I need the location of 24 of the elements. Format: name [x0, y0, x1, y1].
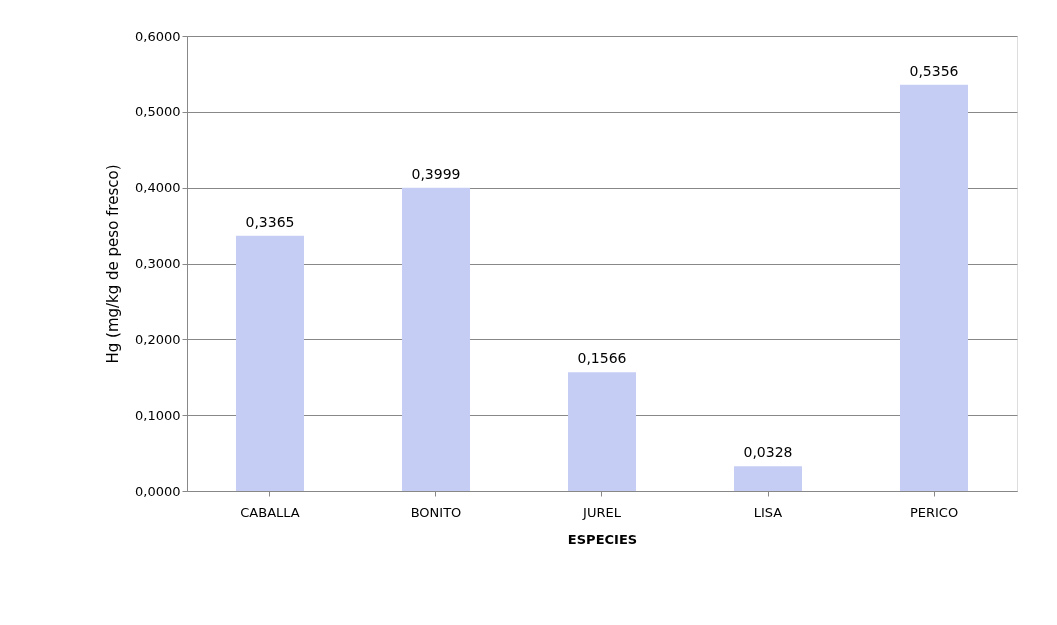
x-tick-label: CABALLA	[240, 504, 300, 520]
y-tick-label: 0,2000	[135, 331, 181, 347]
data-label: 0,3365	[245, 213, 295, 230]
y-tick-label: 0,6000	[135, 28, 181, 44]
data-label: 0,0328	[743, 444, 793, 461]
x-axis-title: ESPECIES	[567, 531, 638, 547]
x-tick-label: JUREL	[582, 504, 622, 520]
y-tick-label: 0,5000	[135, 104, 181, 120]
bar	[568, 372, 636, 491]
bar	[900, 84, 968, 491]
bar	[402, 187, 470, 491]
x-tick-label: LISA	[753, 504, 783, 520]
x-tick-label: BONITO	[410, 504, 462, 520]
data-label: 0,3999	[411, 165, 461, 182]
y-axis-title: Hg (mg/kg de peso fresco)	[104, 164, 123, 364]
y-tick-label: 0,0000	[135, 483, 181, 499]
data-label: 0,5356	[909, 62, 959, 79]
bar	[236, 235, 304, 491]
y-tick-label: 0,3000	[135, 256, 181, 271]
y-tick-label: 0,1000	[135, 407, 181, 423]
data-label: 0,1566	[577, 350, 627, 367]
y-tick-label: 0,4000	[135, 180, 181, 196]
x-tick-label: PERICO	[909, 504, 959, 520]
bar	[734, 466, 802, 491]
